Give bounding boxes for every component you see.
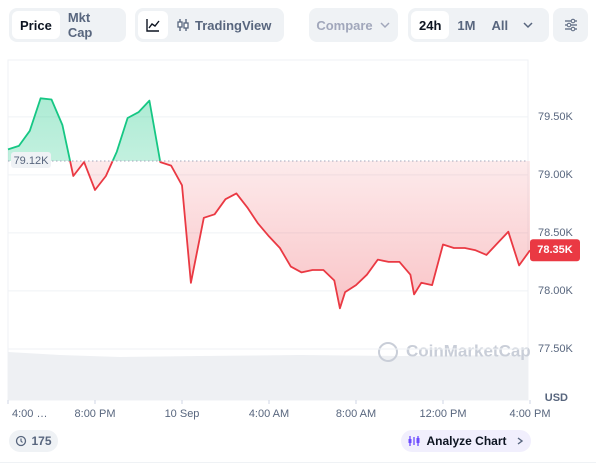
line-chart-button[interactable] <box>138 11 168 39</box>
y-tick-label: 77.50K <box>538 343 574 355</box>
chevron <box>380 22 390 29</box>
compare-dropdown[interactable]: Compare <box>309 8 398 42</box>
current-price-label: 78.35K <box>537 244 573 256</box>
volume-area <box>8 352 528 400</box>
chart-type-toggle: TradingView <box>135 8 284 42</box>
watermark: CoinMarketCap <box>406 341 531 360</box>
candle-icon <box>177 19 189 31</box>
y-tick-label: 78.50K <box>538 227 574 239</box>
compare-label: Compare <box>316 17 373 33</box>
range-button[interactable]: All <box>491 17 509 33</box>
x-tick-label: 12:00 PM <box>419 408 466 420</box>
line-icon <box>146 19 160 32</box>
metric-toggle: Price Mkt Cap <box>9 8 126 42</box>
current-price-box <box>530 239 580 262</box>
x-tick-label: 10 Sep <box>165 408 200 420</box>
divider <box>0 462 596 463</box>
chevron[interactable] <box>516 20 538 30</box>
area-down <box>8 160 530 309</box>
mkt-cap-button[interactable]: Mkt Cap <box>67 10 93 40</box>
y-unit: USD <box>545 392 568 404</box>
area-up <box>8 98 161 161</box>
x-tick-label: 8:00 PM <box>75 408 116 420</box>
settings-button[interactable] <box>553 8 588 42</box>
analyze-icon <box>408 436 420 446</box>
settings-icon <box>564 18 577 32</box>
count-badge[interactable]: 175 <box>9 430 58 452</box>
y-tick-label: 79.00K <box>538 169 574 181</box>
chevron-right <box>517 437 523 445</box>
range-button[interactable]: 24h <box>411 11 450 39</box>
y-tick-label: 79.50K <box>538 111 574 123</box>
history-icon <box>16 435 27 447</box>
tradingview-label: TradingView <box>195 17 272 33</box>
x-tick-label: 4:00 PM <box>510 408 551 420</box>
tradingview-button[interactable]: TradingView <box>168 11 279 39</box>
y-tick-label: 78.00K <box>538 285 574 297</box>
baseline-label: 79.12K <box>14 155 50 167</box>
x-tick-label: 4:00 … <box>12 408 47 420</box>
range-button[interactable]: 1M <box>457 17 476 33</box>
baseline-label-bg <box>11 151 51 168</box>
x-tick-label: 4:00 AM <box>249 408 289 420</box>
price-line <box>7 97 531 310</box>
analyze-button[interactable]: Analyze Chart <box>401 430 531 452</box>
count-label: 175 <box>31 434 52 448</box>
x-tick-label: 8:00 AM <box>336 408 376 420</box>
analyze-label: Analyze Chart <box>426 434 507 448</box>
price-button[interactable]: Price <box>12 11 60 39</box>
watermark-logo <box>378 342 398 362</box>
range-toggle: 24h 1M All <box>408 8 549 42</box>
